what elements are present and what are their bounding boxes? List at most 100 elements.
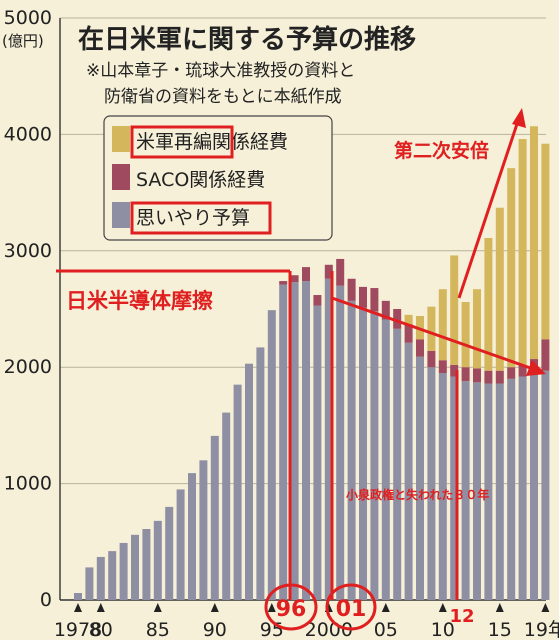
bar-stack-2014	[484, 237, 493, 600]
bar-2005-series-1	[381, 300, 390, 320]
bar-1994-series-0	[256, 347, 265, 600]
x-tick-label-1978: 1978	[54, 619, 102, 640]
bar-1980-series-0	[96, 556, 105, 600]
bar-1997-series-0	[290, 282, 299, 600]
bar-stack-2013	[473, 289, 481, 600]
bar-stack-2008	[416, 315, 424, 600]
bar-1995-series-0	[267, 310, 276, 600]
x-tick-marker-1978	[74, 603, 82, 612]
bar-2006-series-0	[393, 328, 402, 600]
bar-1999-series-1	[313, 295, 322, 306]
bar-2007-series-1	[404, 324, 413, 343]
bar-2011-series-1	[450, 364, 459, 377]
x-tick-marker-1995	[267, 603, 276, 612]
bar-2002-series-0	[347, 300, 356, 600]
bar-stack-2006	[393, 309, 402, 600]
bar-stack-2004	[370, 288, 379, 600]
bar-stack-2009	[427, 306, 436, 600]
bar-2003-series-0	[359, 307, 367, 600]
bar-stack-1992	[233, 384, 242, 600]
bar-stack-2017	[518, 139, 527, 600]
legend-highlight-beigun	[130, 125, 234, 159]
bar-stack-1991	[222, 412, 231, 600]
bar-stack-2003	[359, 286, 367, 600]
arrow-down-head	[526, 360, 546, 376]
bar-1989-series-0	[199, 460, 208, 600]
bar-stack-2005	[381, 300, 390, 600]
bar-2012-series-0	[461, 381, 470, 600]
bar-stack-1979	[85, 567, 94, 600]
bar-stack-2016	[507, 168, 516, 600]
bar-2004-series-1	[370, 288, 379, 312]
bar-1991-series-0	[222, 412, 231, 600]
bar-2006-series-1	[393, 309, 402, 329]
legend-label-beigun: 米軍再編関係経費	[136, 131, 288, 153]
bar-stack-2015	[495, 207, 504, 600]
bar-1996-series-0	[279, 284, 288, 600]
bar-stack-1998	[302, 267, 310, 600]
koizumi-label: 小泉政権と失われた３０年	[346, 487, 489, 502]
legend-box	[103, 115, 333, 241]
bar-1997-series-1	[290, 275, 299, 283]
legend-label-saco: SACO関係経費	[136, 169, 265, 191]
bar-2009-series-2	[427, 306, 436, 351]
x-tick-label-2010: 10	[431, 619, 455, 640]
bar-2003-series-1	[359, 286, 367, 308]
label-12: 12	[449, 606, 474, 627]
circle-96-label: 96	[276, 597, 307, 622]
chart-title: 在日米軍に関する予算の推移	[78, 24, 416, 55]
x-tick-label-1980: 80	[89, 619, 113, 640]
circle-01-label: 01	[336, 597, 367, 622]
bar-2008-series-1	[416, 339, 424, 357]
bar-2013-series-2	[473, 289, 481, 369]
bar-2000-series-0	[324, 278, 333, 600]
chart-subtitle-line-1: ※山本章子・琉球大准教授の資料と	[86, 61, 355, 81]
bar-1993-series-0	[245, 363, 253, 600]
bar-2007-series-0	[404, 342, 413, 600]
bar-2018-series-0	[530, 374, 538, 600]
x-tick-marker-1985	[153, 603, 162, 612]
y-axis-label: (億円)	[2, 32, 44, 50]
bar-2007-series-2	[404, 314, 413, 325]
bar-2014-series-1	[484, 370, 493, 384]
bar-2012-series-1	[461, 367, 470, 382]
arrow-up-line	[457, 117, 521, 299]
bar-1978-series-0	[74, 593, 82, 600]
x-tick-marker-2010	[438, 603, 447, 612]
annotations: 日米半導体摩擦 第二次安倍 小泉政権と失われた３０年 96 01 12	[56, 108, 546, 631]
bar-stack-2011	[450, 255, 459, 600]
bar-2010-series-2	[438, 289, 447, 361]
bar-stack-1990	[210, 435, 219, 600]
bar-2019-series-1	[541, 339, 550, 371]
x-tick-label-2000: 2000	[305, 619, 353, 640]
bar-2017-series-2	[518, 139, 527, 365]
arrow-down-line	[331, 296, 537, 372]
bar-stack-1980	[96, 556, 105, 600]
bar-stack-1981	[108, 551, 117, 600]
bar-2018-series-2	[530, 126, 538, 360]
bar-2009-series-0	[427, 367, 436, 600]
x-tick-marker-2019	[541, 603, 550, 612]
x-tick-marker-2005	[381, 603, 390, 612]
bar-2016-series-0	[507, 378, 516, 600]
x-tick-label-2005: 05	[374, 619, 398, 640]
circle-01	[325, 583, 377, 631]
bar-2002-series-1	[347, 278, 356, 301]
bar-1988-series-0	[188, 473, 196, 600]
bar-1998-series-1	[302, 267, 310, 282]
semiconductor-friction-label: 日米半導体摩擦	[66, 289, 213, 313]
bar-stack-1996	[279, 281, 288, 600]
legend-swatch-omoiyari	[112, 202, 130, 228]
bar-stack-2001	[336, 258, 345, 600]
bar-stack-2010	[438, 289, 447, 600]
bar-1979-series-0	[85, 567, 94, 600]
x-tick-label-1985: 85	[146, 619, 170, 640]
bar-2013-series-1	[473, 368, 481, 383]
y-tick-label-4000: 4000	[4, 123, 52, 145]
bar-stack-2007	[404, 314, 413, 600]
bar-2017-series-0	[518, 376, 527, 600]
bar-1981-series-0	[108, 551, 117, 600]
bar-2000-series-1	[324, 264, 333, 279]
